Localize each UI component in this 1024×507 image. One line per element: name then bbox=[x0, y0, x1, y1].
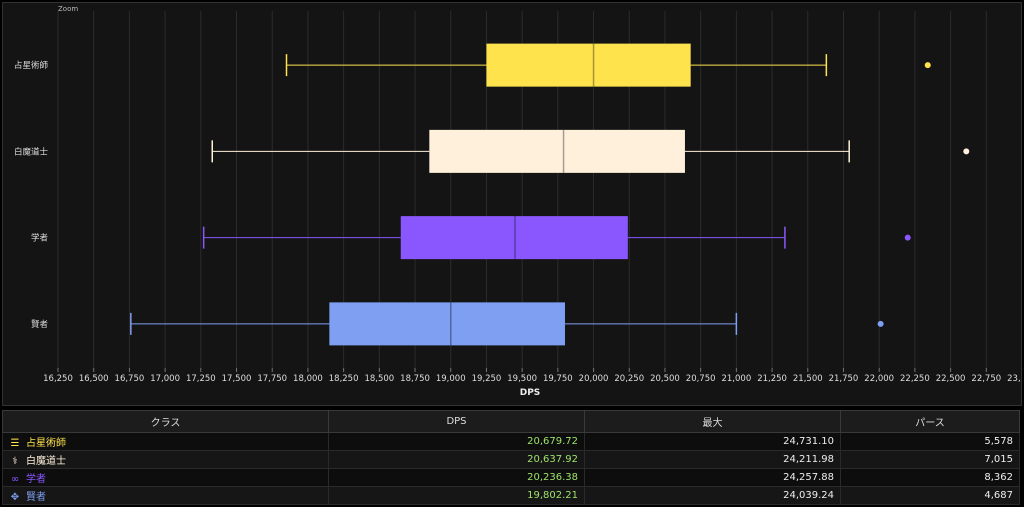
table-row[interactable]: ✥ 賢者 19,802.21 24,039.24 4,687 bbox=[2, 486, 1020, 505]
box bbox=[329, 302, 565, 346]
x-tick-label: 18,250 bbox=[329, 374, 359, 384]
class-name: 占星術師 bbox=[26, 438, 66, 449]
outlier-point bbox=[963, 148, 970, 155]
chart-panel: Zoom 16,250 16,500 16,750 17,000 17,250 17,50… bbox=[2, 2, 1022, 406]
x-tick-label: 16,250 bbox=[43, 374, 73, 384]
box bbox=[400, 216, 628, 260]
scholar-icon: ∞ bbox=[10, 474, 20, 485]
x-tick-label: 18,750 bbox=[400, 374, 430, 384]
x-tick-label: 22,000 bbox=[864, 374, 894, 384]
y-category-label: 白魔道士 bbox=[14, 146, 49, 157]
x-tick-label: 21,000 bbox=[721, 374, 751, 384]
x-tick-label: 23,000 bbox=[1007, 374, 1021, 384]
astrologian-icon: ☰ bbox=[10, 438, 20, 449]
x-tick-label: 20,750 bbox=[686, 374, 716, 384]
dps-cell: 20,236.38 bbox=[328, 468, 585, 487]
max-cell: 24,211.98 bbox=[584, 450, 841, 469]
box bbox=[429, 129, 685, 173]
y-category-label: 賢者 bbox=[31, 320, 49, 330]
x-tick-label: 21,500 bbox=[793, 374, 823, 384]
class-name: 白魔道士 bbox=[26, 456, 66, 467]
class-cell: ☰ 占星術師 bbox=[2, 432, 329, 451]
x-tick-label: 17,250 bbox=[186, 374, 216, 384]
class-cell: ✥ 賢者 bbox=[2, 486, 329, 505]
x-tick-label: 19,000 bbox=[436, 374, 466, 384]
x-tick-label: 19,250 bbox=[472, 374, 502, 384]
x-tick-label: 20,000 bbox=[579, 374, 609, 384]
max-cell: 24,257.88 bbox=[584, 468, 841, 487]
class-name: 学者 bbox=[26, 474, 46, 485]
x-tick-label: 19,750 bbox=[543, 374, 573, 384]
x-tick-label: 18,000 bbox=[293, 374, 323, 384]
box bbox=[486, 43, 691, 87]
x-tick-label: 17,000 bbox=[150, 374, 180, 384]
y-category-label: 学者 bbox=[31, 233, 49, 244]
x-tick-label: 21,750 bbox=[829, 374, 859, 384]
x-tick-label: 16,750 bbox=[115, 374, 145, 384]
outlier-point bbox=[877, 320, 884, 327]
table-row[interactable]: ☰ 占星術師 20,679.72 24,731.10 5,578 bbox=[2, 432, 1020, 451]
x-tick-label: 22,250 bbox=[900, 374, 930, 384]
x-tick-label: 18,500 bbox=[364, 374, 394, 384]
parse-cell: 7,015 bbox=[840, 450, 1020, 469]
x-tick-label: 19,500 bbox=[507, 374, 537, 384]
x-tick-label: 17,500 bbox=[222, 374, 252, 384]
outlier-point bbox=[924, 62, 931, 69]
parse-cell: 8,362 bbox=[840, 468, 1020, 487]
column-header-max[interactable]: 最大 bbox=[584, 410, 841, 433]
x-tick-label: 22,750 bbox=[971, 374, 1001, 384]
x-tick-label: 21,250 bbox=[757, 374, 787, 384]
column-header-class[interactable]: クラス bbox=[2, 410, 329, 433]
y-category-label: 占星術師 bbox=[14, 60, 49, 71]
parse-cell: 5,578 bbox=[840, 432, 1020, 451]
x-tick-label: 20,500 bbox=[650, 374, 680, 384]
class-cell: ∞ 学者 bbox=[2, 468, 329, 487]
outlier-point bbox=[904, 234, 911, 241]
table-header-row: クラス DPS 最大 パース bbox=[2, 410, 1020, 433]
x-axis-title: DPS bbox=[520, 388, 541, 398]
white-mage-icon: ⚕ bbox=[12, 456, 18, 467]
table-row[interactable]: ∞ 学者 20,236.38 24,257.88 8,362 bbox=[2, 468, 1020, 487]
column-header-dps[interactable]: DPS bbox=[328, 410, 585, 433]
max-cell: 24,731.10 bbox=[584, 432, 841, 451]
parse-cell: 4,687 bbox=[840, 486, 1020, 505]
x-tick-label: 22,500 bbox=[936, 374, 966, 384]
class-cell: ⚕ 白魔道士 bbox=[2, 450, 329, 469]
x-tick-label: 16,500 bbox=[79, 374, 109, 384]
table-row[interactable]: ⚕ 白魔道士 20,637.92 24,211.98 7,015 bbox=[2, 450, 1020, 469]
dps-cell: 20,637.92 bbox=[328, 450, 585, 469]
stats-table: クラス DPS 最大 パース ☰ 占星術師 20,679.72 24,731.10 5,… bbox=[2, 410, 1020, 505]
sage-icon: ✥ bbox=[10, 492, 20, 503]
x-tick-label: 17,750 bbox=[257, 374, 287, 384]
max-cell: 24,039.24 bbox=[584, 486, 841, 505]
boxplot-chart: 16,250 16,500 16,750 17,000 17,250 17,500 17,7… bbox=[14, 11, 1021, 398]
zoom-button[interactable]: Zoom bbox=[58, 5, 79, 13]
x-tick-label: 20,250 bbox=[614, 374, 644, 384]
dps-cell: 20,679.72 bbox=[328, 432, 585, 451]
dps-cell: 19,802.21 bbox=[328, 486, 585, 505]
column-header-parse[interactable]: パース bbox=[840, 410, 1020, 433]
class-name: 賢者 bbox=[26, 492, 46, 503]
